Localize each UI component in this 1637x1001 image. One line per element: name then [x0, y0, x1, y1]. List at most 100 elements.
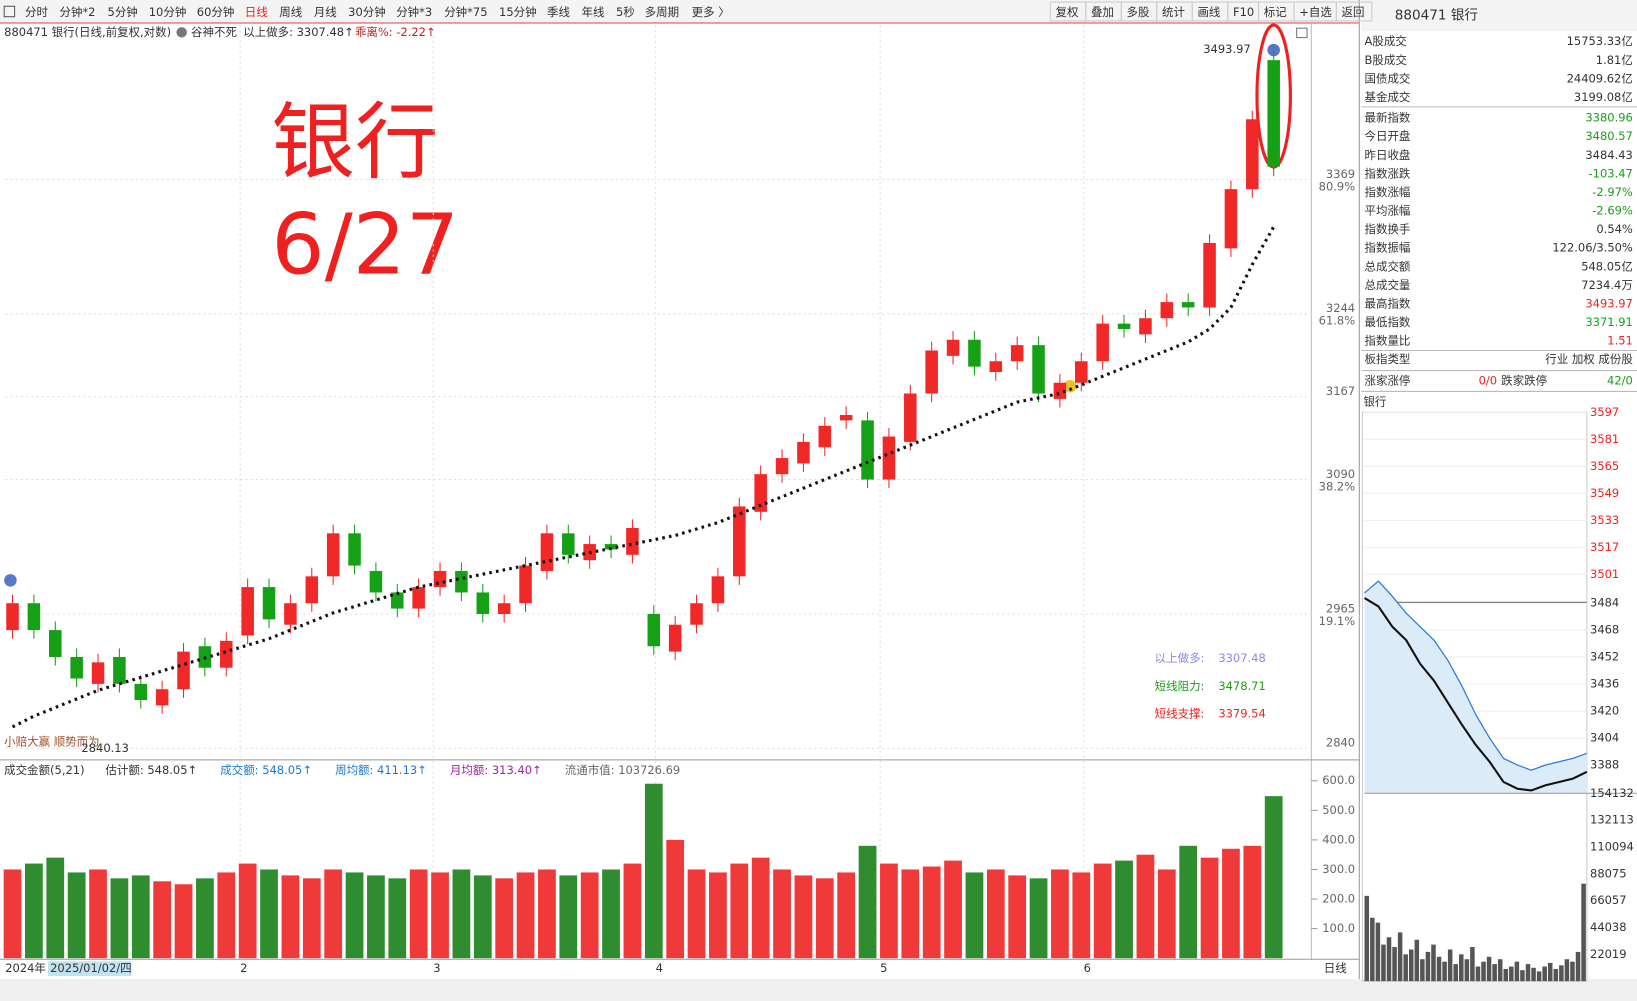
candle-body: [1267, 60, 1280, 167]
y-tick-label: 2965: [1326, 601, 1355, 615]
mini-tick-label: 3484: [1590, 596, 1619, 610]
mini-volume-bar: [1370, 917, 1375, 982]
info-value: -2.97%: [1592, 185, 1633, 199]
volume-tick-label: 400.0: [1322, 832, 1355, 846]
period-tab[interactable]: 更多 〉: [692, 5, 730, 19]
toolbar-button[interactable]: 叠加: [1091, 5, 1114, 19]
volume-bar: [815, 878, 834, 959]
candle-body: [733, 506, 746, 577]
volume-bar: [666, 839, 685, 959]
period-tab[interactable]: 周线: [279, 5, 302, 19]
period-tab[interactable]: 日线: [245, 5, 268, 19]
mini-volume-bar: [1392, 947, 1397, 982]
period-tab[interactable]: 60分钟: [197, 5, 235, 19]
candle-body: [27, 603, 41, 631]
period-tab[interactable]: 分钟*2: [60, 5, 96, 19]
candle-body: [1224, 189, 1238, 249]
candle-body: [690, 603, 703, 625]
mode-label[interactable]: 日线: [1324, 961, 1347, 975]
candle-body: [861, 420, 874, 480]
fib-label: 38.2%: [1319, 479, 1356, 493]
period-tab[interactable]: 分钟*3: [396, 5, 432, 19]
mini-volume-bar: [1470, 947, 1475, 982]
annotation-name: 银行: [271, 93, 438, 191]
period-tab[interactable]: 30分钟: [348, 5, 386, 19]
toolbar-button[interactable]: F10: [1233, 5, 1254, 19]
volume-bar: [473, 875, 492, 959]
toolbar-button[interactable]: +自选: [1299, 5, 1332, 19]
candle-body: [1246, 119, 1259, 190]
mini-tick-label: 3388: [1590, 758, 1619, 772]
mini-tick-label: 3597: [1590, 405, 1619, 419]
candle-body: [6, 603, 19, 631]
mini-tick-label: 3517: [1590, 540, 1619, 554]
volume-header: 成交金额(5,21): [4, 763, 84, 777]
mini-volume-bar: [1475, 966, 1481, 982]
candle-body: [562, 533, 575, 555]
period-tab[interactable]: 5分钟: [108, 5, 138, 19]
period-tab[interactable]: 多周期: [645, 5, 679, 19]
info-label: 平均涨幅: [1365, 204, 1411, 218]
info-value: 122.06/3.50%: [1552, 241, 1633, 255]
breadth-label: 跌家跌停: [1501, 373, 1547, 387]
candle-body: [904, 393, 917, 442]
mini-tick-label: 3565: [1590, 459, 1619, 473]
signal-icon: [4, 574, 17, 587]
toolbar-button[interactable]: 复权: [1055, 5, 1078, 19]
toolbar-button[interactable]: 多股: [1126, 5, 1149, 19]
period-tab[interactable]: 月线: [314, 5, 337, 19]
volume-header: 成交额: 548.05↑: [220, 763, 312, 777]
volume-bar: [89, 869, 107, 959]
mini-volume-bar: [1425, 951, 1431, 982]
info-label: 总成交额: [1365, 259, 1411, 273]
period-tab[interactable]: 分时: [25, 5, 48, 19]
volume-bar: [495, 878, 514, 959]
candle-body: [1139, 318, 1152, 335]
period-tab[interactable]: 10分钟: [149, 5, 187, 19]
info-value: 3380.96: [1585, 111, 1632, 125]
mini-volume-bar: [1436, 956, 1442, 982]
candle-body: [134, 683, 148, 701]
candle-body: [326, 533, 340, 577]
candle-body: [220, 640, 233, 668]
info-label: A股成交: [1365, 34, 1407, 48]
mini-tick-label: 3404: [1590, 731, 1619, 745]
candle-body: [989, 361, 1003, 373]
volume-bar: [922, 866, 941, 959]
mini-volume-bar: [1386, 937, 1392, 982]
volume-bar: [431, 872, 449, 959]
mini-volume-bar: [1375, 922, 1381, 982]
expand-icon[interactable]: [1296, 27, 1308, 39]
volume-bar: [986, 869, 1005, 959]
info-value: 3484.43: [1585, 148, 1632, 162]
breadth-up: 0/0: [1479, 373, 1497, 387]
mini-tick-label: 3436: [1590, 677, 1619, 691]
volume-tick-label: 500.0: [1322, 803, 1355, 817]
period-tab[interactable]: 年线: [582, 5, 605, 19]
volume-bar: [110, 878, 129, 959]
chart-title: 880471 银行(日线,前复权,对数): [4, 25, 171, 39]
mini-volume-bar: [1397, 932, 1403, 982]
period-tab[interactable]: 季线: [547, 5, 570, 19]
toolbar-button[interactable]: 返回: [1342, 5, 1365, 19]
mini-volume-bar: [1564, 959, 1570, 982]
toolbar-button[interactable]: 标记: [1264, 5, 1287, 19]
toolbar-button[interactable]: 统计: [1162, 5, 1185, 19]
volume-bar: [388, 878, 407, 959]
volume-header: 估计额: 548.05↑: [105, 763, 197, 777]
mini-volume-label: 88075: [1590, 866, 1626, 880]
mini-tick-label: 3533: [1590, 513, 1619, 527]
panel-icon[interactable]: [3, 5, 16, 18]
volume-bar: [1243, 845, 1262, 959]
period-tab[interactable]: 分钟*75: [444, 5, 487, 19]
support-line: [11, 226, 1276, 729]
period-tab[interactable]: 15分钟: [499, 5, 537, 19]
volume-bar: [1115, 860, 1133, 959]
candle-body: [241, 587, 254, 636]
period-tab[interactable]: 5秒: [616, 5, 635, 19]
info-title: 880471 银行: [1395, 8, 1478, 24]
toolbar-button[interactable]: 画线: [1197, 5, 1220, 19]
volume-bar: [580, 872, 599, 959]
indicator-icon[interactable]: [176, 27, 187, 38]
volume-bar: [751, 857, 770, 959]
